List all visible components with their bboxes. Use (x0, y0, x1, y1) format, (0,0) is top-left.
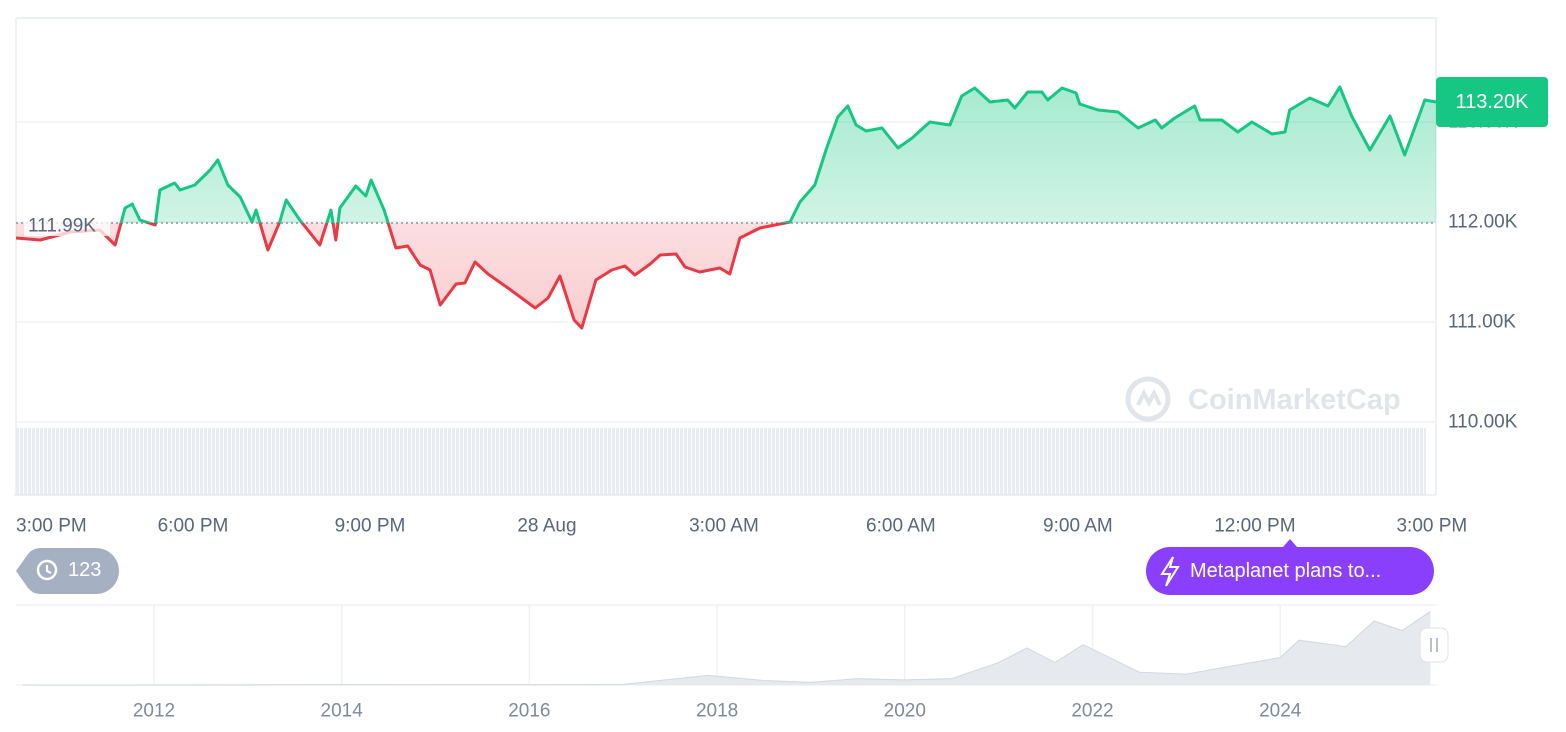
overview-chart: 2012 2014 2016 2018 2020 2022 2024 (16, 604, 1436, 722)
area-down (16, 223, 1436, 328)
watermark-text: CoinMarketCap (1188, 384, 1401, 416)
x-tick-label: 2016 (508, 701, 550, 722)
x-tick-label: 3:00 PM (16, 516, 87, 537)
watermark: CoinMarketCap (1125, 376, 1401, 422)
x-tick-label: 6:00 PM (158, 516, 229, 537)
news-pill[interactable]: Metaplanet plans to... (1146, 539, 1434, 595)
x-tick-label: 28 Aug (517, 516, 576, 537)
x-tick-label: 3:00 AM (689, 516, 759, 537)
x-tick-label: 9:00 PM (335, 516, 406, 537)
x-tick-label: 12:00 PM (1214, 516, 1295, 537)
price-line-down (15, 223, 792, 330)
overview-handle[interactable] (1419, 627, 1449, 663)
x-tick-label: 6:00 AM (866, 516, 936, 537)
y-tick-label: 110.00K (1448, 412, 1518, 433)
baseline-label-bg (24, 210, 110, 236)
x-tick-label: 9:00 AM (1043, 516, 1113, 537)
x-tick-label: 2020 (884, 701, 926, 722)
y-tick-label: 111.00K (1448, 312, 1516, 333)
price-line-up (119, 85, 1437, 223)
y-tick-label: 112.00K (1448, 212, 1518, 233)
area-up (16, 87, 1436, 223)
baseline-label: 111.99K (28, 216, 96, 237)
x-tick-label: 2022 (1071, 701, 1113, 722)
volume-bars (16, 428, 1426, 495)
overview-line (22, 610, 1431, 686)
price-tag-label: 113.20K (1455, 91, 1529, 113)
history-badge[interactable]: 123 (16, 548, 120, 594)
price-tag (1436, 77, 1548, 127)
history-count: 123 (68, 559, 101, 581)
x-tick-label: 2018 (696, 701, 738, 722)
news-headline: Metaplanet plans to... (1190, 560, 1381, 582)
x-tick-label: 3:00 PM (1396, 516, 1467, 537)
x-tick-label: 2024 (1259, 701, 1302, 722)
overview-area (22, 611, 1431, 685)
x-tick-label: 2012 (133, 701, 175, 722)
x-tick-label: 2014 (321, 701, 364, 722)
